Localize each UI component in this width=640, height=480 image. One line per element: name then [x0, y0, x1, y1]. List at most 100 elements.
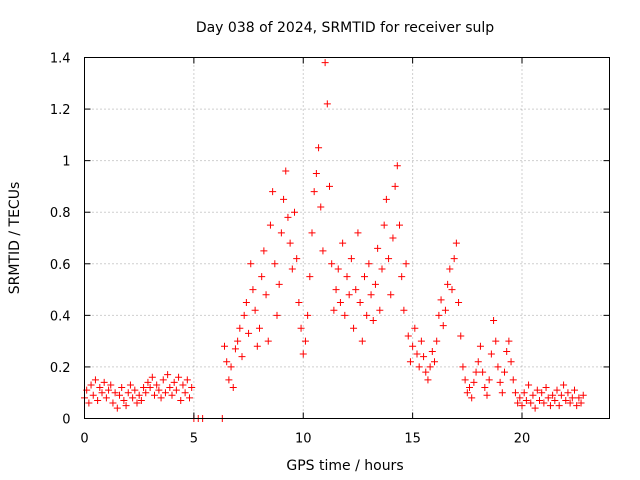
data-point — [319, 247, 327, 255]
data-point — [142, 389, 150, 397]
data-point — [544, 394, 552, 402]
data-point — [492, 337, 500, 345]
data-point — [172, 386, 180, 394]
data-point — [242, 298, 250, 306]
data-point — [282, 167, 290, 175]
data-point — [485, 376, 493, 384]
data-point — [251, 306, 259, 314]
data-point — [98, 389, 106, 397]
data-point — [533, 386, 541, 394]
plot-frame — [84, 57, 610, 419]
x-tick-label: 10 — [295, 432, 312, 447]
data-point — [420, 353, 428, 361]
data-point — [116, 391, 123, 399]
data-point — [238, 353, 246, 361]
data-point — [177, 396, 185, 404]
data-point — [151, 391, 158, 399]
data-point — [371, 280, 379, 288]
data-point — [161, 389, 169, 397]
data-point — [315, 144, 323, 152]
data-point — [531, 404, 539, 412]
data-point — [498, 389, 506, 397]
data-point — [507, 358, 515, 366]
data-point — [470, 378, 478, 386]
data-point — [422, 368, 430, 376]
data-point — [113, 404, 121, 412]
data-point — [334, 265, 342, 273]
grid — [84, 57, 610, 419]
data-point — [411, 324, 419, 332]
data-point — [166, 384, 174, 392]
data-point — [396, 221, 403, 229]
data-points — [81, 59, 587, 422]
data-point — [483, 391, 491, 399]
data-point — [487, 350, 495, 358]
data-point — [107, 381, 115, 389]
data-point — [100, 378, 108, 386]
data-point — [385, 255, 393, 263]
data-point — [181, 389, 189, 397]
data-point — [256, 324, 263, 332]
data-point — [428, 347, 436, 355]
data-point — [546, 402, 554, 410]
data-point — [494, 363, 502, 371]
data-point — [455, 298, 463, 306]
data-point — [509, 376, 517, 384]
data-point — [391, 182, 399, 190]
data-point — [120, 396, 128, 404]
data-point — [579, 391, 587, 399]
data-point — [577, 399, 585, 407]
data-point — [291, 208, 298, 216]
data-point — [568, 394, 576, 402]
y-tick-label: 0.2 — [50, 361, 71, 376]
data-point — [409, 342, 417, 350]
data-point — [516, 394, 524, 402]
data-point — [131, 386, 139, 394]
data-point — [450, 255, 458, 263]
data-point — [459, 363, 467, 371]
data-point — [297, 324, 305, 332]
data-point — [245, 329, 253, 337]
data-point — [378, 265, 386, 273]
data-point — [374, 244, 382, 252]
data-point — [376, 306, 384, 314]
data-point — [479, 368, 487, 376]
data-point — [404, 332, 412, 340]
data-point — [229, 384, 237, 392]
data-point — [555, 402, 563, 410]
data-point — [140, 384, 148, 392]
data-point — [566, 399, 574, 407]
x-tick-label: 20 — [514, 432, 531, 447]
data-point — [358, 337, 366, 345]
data-point — [159, 376, 167, 384]
data-point — [575, 394, 583, 402]
data-point — [137, 396, 145, 404]
data-point — [350, 324, 358, 332]
data-point — [133, 399, 141, 407]
data-point — [179, 381, 187, 389]
data-point — [253, 342, 261, 350]
data-point — [387, 291, 395, 299]
data-point — [284, 213, 292, 221]
data-point — [343, 273, 351, 281]
data-point — [260, 247, 268, 255]
data-point — [231, 345, 239, 353]
data-point — [393, 162, 401, 170]
data-point — [518, 402, 526, 410]
data-point — [514, 399, 522, 407]
y-tick-label: 1.2 — [50, 103, 71, 118]
data-point — [164, 371, 172, 379]
data-point — [310, 188, 318, 196]
data-point — [472, 368, 480, 376]
data-point — [560, 381, 568, 389]
data-point — [124, 389, 132, 397]
y-tick-label: 0.6 — [50, 258, 71, 273]
data-point — [236, 324, 244, 332]
data-point — [542, 384, 550, 392]
data-point — [308, 229, 316, 237]
data-point — [91, 376, 99, 384]
data-point — [262, 291, 270, 299]
data-point — [275, 280, 283, 288]
data-point — [221, 342, 228, 350]
